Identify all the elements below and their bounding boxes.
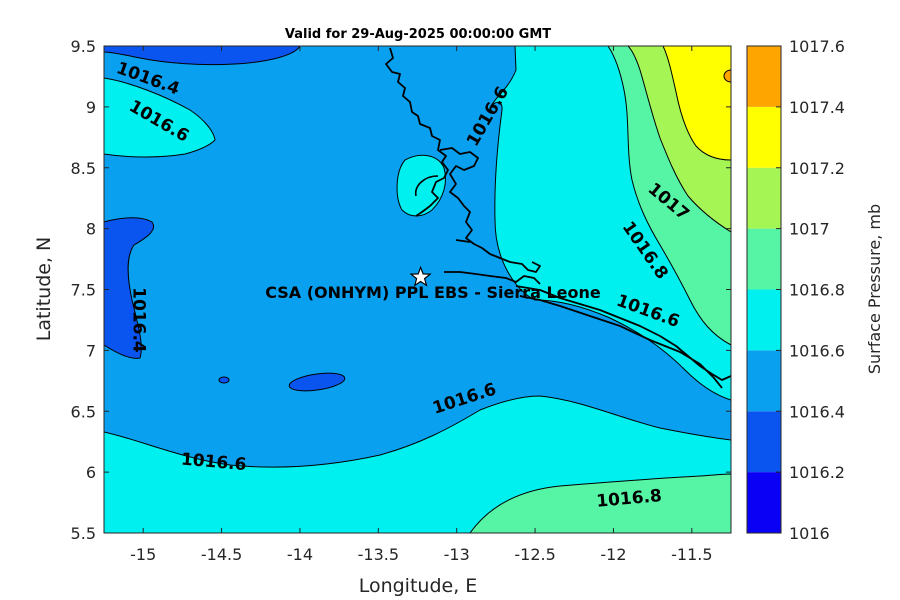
- y-tick-label: 9.5: [71, 37, 96, 56]
- colorbar-segment: [747, 46, 781, 107]
- y-tick-label: 8.5: [71, 159, 96, 178]
- y-tick-label: 6.5: [71, 402, 96, 421]
- colorbar-frame: [746, 45, 782, 534]
- colorbar-segment: [747, 167, 781, 229]
- band-1016-2-dot: [218, 376, 230, 384]
- coastline: [385, 47, 449, 217]
- map-title: Valid for 29-Aug-2025 00:00:00 GMT: [285, 27, 551, 42]
- y-tick-label: 7: [86, 341, 96, 360]
- colorbar-tick-label: 1016: [789, 524, 830, 543]
- x-tick-label: -14: [287, 545, 313, 564]
- band-1016-8-south: [469, 473, 731, 533]
- y-axis-label: Latitude, N: [33, 237, 55, 342]
- x-tick-label: -15: [130, 545, 156, 564]
- colorbar-segment: [747, 228, 781, 290]
- colorbar-tick-label: 1017.6: [789, 37, 845, 56]
- colorbar-tick-label: 1017.4: [789, 98, 845, 117]
- coastline-south: [515, 285, 731, 389]
- y-tick-label: 9: [86, 98, 96, 117]
- contour-label: 1016.4: [128, 287, 148, 353]
- colorbar: 1016 1016.2 1016.4 1016.6 1016.8 1017 1017.2 10…: [747, 37, 845, 543]
- band-1016-6-northwest: [104, 77, 216, 158]
- x-tick-label: -11.5: [671, 545, 712, 564]
- x-tick-label: -13: [444, 545, 470, 564]
- colorbar-tick-label: 1017: [789, 220, 830, 239]
- coastline-estuary: [439, 147, 541, 273]
- band-1016-2-west: [104, 217, 154, 359]
- colorbar-segment: [747, 289, 781, 351]
- y-tick-label: 5.5: [71, 524, 96, 543]
- x-tick-label: -13.5: [358, 545, 399, 564]
- band-1016-2-north: [104, 46, 301, 66]
- colorbar-tick-label: 1017.2: [789, 159, 845, 178]
- y-tick-label: 7.5: [71, 281, 96, 300]
- y-axis-ticks: 5.5 6 6.5 7 7.5 8 8.5 9 9.5: [71, 37, 731, 543]
- station-star-icon: [409, 265, 432, 287]
- x-axis-ticks: -15 -14.5 -14 -13.5 -13 -12.5 -12 -11.5: [130, 46, 713, 564]
- band-1017-2-east: [662, 46, 731, 161]
- x-tick-label: -12.5: [514, 545, 555, 564]
- band-1016-6-inland: [396, 154, 446, 217]
- colorbar-tick-label: 1016.4: [789, 402, 845, 421]
- x-tick-label: -14.5: [201, 545, 242, 564]
- colorbar-label: Surface Pressure, mb: [865, 204, 884, 374]
- coastline-bay: [414, 175, 439, 197]
- colorbar-segment: [747, 472, 781, 533]
- colorbar-tick-label: 1016.8: [789, 281, 845, 300]
- band-1016-2-blob: [288, 372, 346, 392]
- station-label: CSA (ONHYM) PPL EBS - Sierra Leone: [265, 283, 601, 302]
- y-tick-label: 6: [86, 463, 96, 482]
- band-1017-4-spot: [723, 69, 731, 83]
- colorbar-tick-label: 1016.2: [789, 463, 845, 482]
- colorbar-segment: [747, 411, 781, 473]
- station-marker: CSA (ONHYM) PPL EBS - Sierra Leone: [265, 265, 601, 302]
- map-plot-area: [104, 46, 731, 533]
- x-axis-label: Longitude, E: [359, 575, 478, 597]
- colorbar-segment: [747, 350, 781, 412]
- colorbar-tick-label: 1016.6: [789, 341, 845, 360]
- x-tick-label: -12: [600, 545, 626, 564]
- y-tick-label: 8: [86, 220, 96, 239]
- colorbar-segment: [747, 106, 781, 168]
